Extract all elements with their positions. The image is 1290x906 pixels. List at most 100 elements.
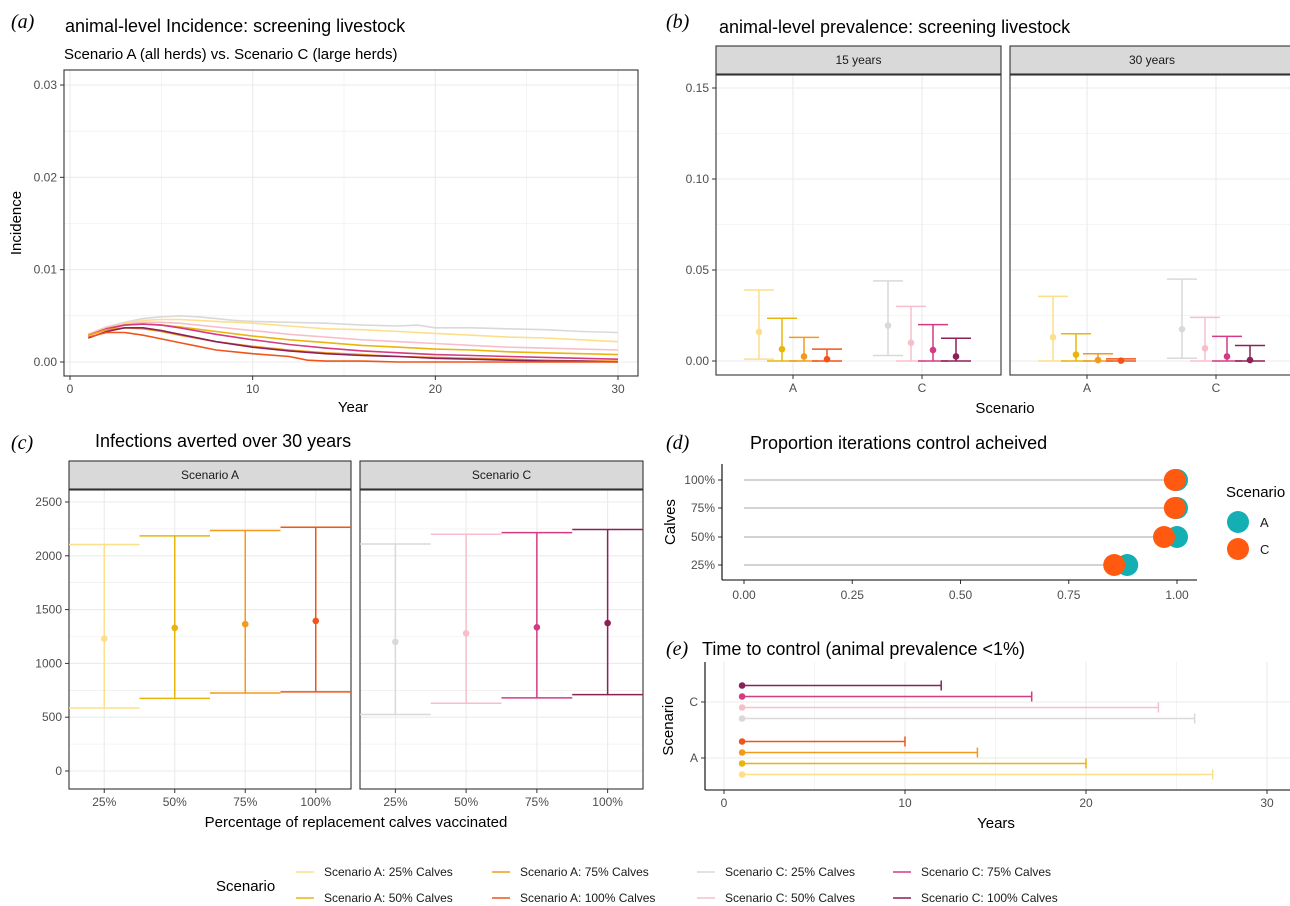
panel-c-point-C25: [392, 638, 399, 646]
panel-b-x-tick-label: A: [789, 381, 797, 395]
panel-e-x-tick-label: 0: [721, 796, 728, 810]
panel-c-title: Infections averted over 30 years: [95, 431, 351, 451]
panel-b-x-tick-label: C: [918, 381, 927, 395]
panel-d-y-tick-label: 75%: [691, 501, 715, 515]
panel-c-y-tick-label: 1000: [35, 656, 62, 670]
panel-b-point-C100: [1246, 356, 1254, 364]
panel-e-y-tick-label: A: [690, 751, 698, 765]
panel-e-point-C50: [738, 704, 746, 711]
panel-c-x-tick-label: 75%: [525, 795, 549, 809]
panel-a-line-A25: [88, 318, 619, 343]
panel-c-x-tick-label: 100%: [300, 795, 331, 809]
panel-a-frame: [63, 69, 639, 377]
panel-e-y-tick-label: C: [689, 695, 698, 709]
legend-label-A75: Scenario A: 75% Calves: [520, 865, 649, 879]
panel-d-y-tick-label: 100%: [684, 473, 715, 487]
panel-a-label: (a): [11, 11, 35, 33]
panel-b-point-A100: [1117, 357, 1125, 364]
panel-d-point-C: [1163, 497, 1186, 519]
panel-b-x-axis-title: Scenario: [975, 400, 1034, 417]
panel-a-x-tick-label: 20: [429, 382, 443, 396]
panel-b-y-tick-label: 0.00: [686, 354, 710, 368]
panel-b-y-tick-label: 0.15: [686, 81, 710, 95]
panel-a-line-A75: [88, 326, 618, 362]
panel-d-legend-title: Scenario: [1226, 484, 1285, 501]
panel-a-x-tick-label: 10: [246, 382, 260, 396]
panel-e-x-tick-label: 20: [1079, 796, 1093, 810]
panel-a-x-tick-label: 0: [67, 382, 74, 396]
panel-c-y-tick-label: 0: [55, 764, 62, 778]
panel-b-point-A100: [823, 355, 831, 363]
panel-b-title: animal-level prevalence: screening lives…: [719, 17, 1071, 37]
panel-b-point-C25: [1178, 325, 1186, 333]
panel-c-y-tick-label: 1500: [35, 603, 62, 617]
panel-c-strip-0-bg: [68, 460, 352, 490]
panel-b-strip-0-label: 15 years: [835, 53, 881, 67]
panel-b-point-C50: [907, 339, 915, 347]
panel-c-y-tick-label: 2000: [35, 549, 62, 563]
panel-a-line-C100: [88, 326, 619, 363]
panel-c-label: (c): [11, 432, 34, 454]
panel-a-x-tick-label: 30: [611, 382, 625, 396]
panel-c-x-tick-label: 25%: [383, 795, 407, 809]
panel-d-y-axis-title: Calves: [662, 499, 679, 545]
panel-a-y-tick-label: 0.03: [34, 78, 58, 92]
panel-c-strip-0-label: Scenario A: [181, 468, 239, 482]
panel-a-y-tick-label: 0.00: [34, 355, 58, 369]
panel-d-legend-key-A: [1227, 511, 1249, 533]
panel-e-point-A100: [738, 738, 746, 745]
panel-c-x-tick-label: 50%: [163, 795, 187, 809]
panel-e-x-axis-title: Years: [977, 815, 1015, 832]
panel-d-x-tick-label: 0.75: [1057, 588, 1081, 602]
legend-label-C50: Scenario C: 50% Calves: [725, 891, 855, 905]
panel-e-x-tick-label: 10: [898, 796, 912, 810]
panel-e-title: Time to control (animal prevalence <1%): [702, 639, 1025, 659]
panel-c-x-axis-title: Percentage of replacement calves vaccina…: [205, 814, 508, 831]
legend-title: Scenario: [216, 878, 275, 895]
panel-d-title: Proportion iterations control acheived: [750, 433, 1047, 453]
panel-b-point-C100: [952, 353, 960, 360]
panel-b-y-tick-label: 0.05: [686, 263, 710, 277]
panel-c-y-tick-label: 500: [42, 710, 62, 724]
panel-b-x-tick-label: A: [1083, 381, 1091, 395]
panel-a-line-A100: [88, 331, 618, 363]
panel-a-title: animal-level Incidence: screening livest…: [65, 16, 406, 36]
panel-b-point-A25: [755, 328, 763, 336]
legend-label-A50: Scenario A: 50% Calves: [324, 891, 453, 905]
panel-d-y-tick-label: 25%: [691, 558, 715, 572]
panel-d-point-C: [1163, 469, 1186, 491]
panel-e-point-A25: [738, 771, 746, 778]
panel-a-line-C75: [88, 323, 619, 360]
panel-c-y-tick-label: 2500: [35, 495, 62, 509]
panel-d-label: (d): [666, 432, 690, 454]
panel-b-label: (b): [666, 11, 690, 33]
panel-c-point-C50: [462, 629, 470, 637]
panel-d-point-C: [1103, 554, 1126, 576]
panel-b-point-C50: [1201, 344, 1209, 352]
legend-label-A100: Scenario A: 100% Calves: [520, 891, 655, 905]
panel-a-line-C25: [87, 314, 619, 336]
panel-c-x-tick-label: 25%: [92, 795, 116, 809]
panel-e-point-C75: [738, 693, 746, 700]
panel-b-point-A50: [778, 345, 786, 353]
panel-b-point-C25: [884, 322, 892, 329]
panel-a-y-axis-title: Incidence: [8, 191, 25, 255]
panel-b-strip-0-bg: [715, 45, 1002, 75]
panel-b-point-C75: [929, 346, 937, 354]
panel-c-x-tick-label: 100%: [592, 795, 623, 809]
panel-d-x-tick-label: 0.25: [841, 588, 865, 602]
panel-b-strip-1-bg: [1009, 45, 1290, 75]
panel-b-point-A75: [1094, 356, 1102, 364]
panel-e-x-tick-label: 30: [1260, 796, 1274, 810]
panel-b-x-tick-label: C: [1212, 381, 1221, 395]
panel-d-legend-label-A: A: [1260, 515, 1269, 530]
panel-c-point-C100: [604, 619, 611, 627]
panel-c-frame-1: [359, 489, 644, 790]
panel-b-point-C75: [1223, 353, 1231, 360]
panel-c-point-A75: [241, 620, 249, 628]
panel-a-x-axis-title: Year: [338, 399, 368, 416]
panel-b-strip-1-label: 30 years: [1129, 53, 1175, 67]
panel-e-y-axis-title: Scenario: [660, 696, 677, 755]
panel-d-x-tick-label: 1.00: [1165, 588, 1189, 602]
panel-c-point-C75: [533, 624, 541, 631]
